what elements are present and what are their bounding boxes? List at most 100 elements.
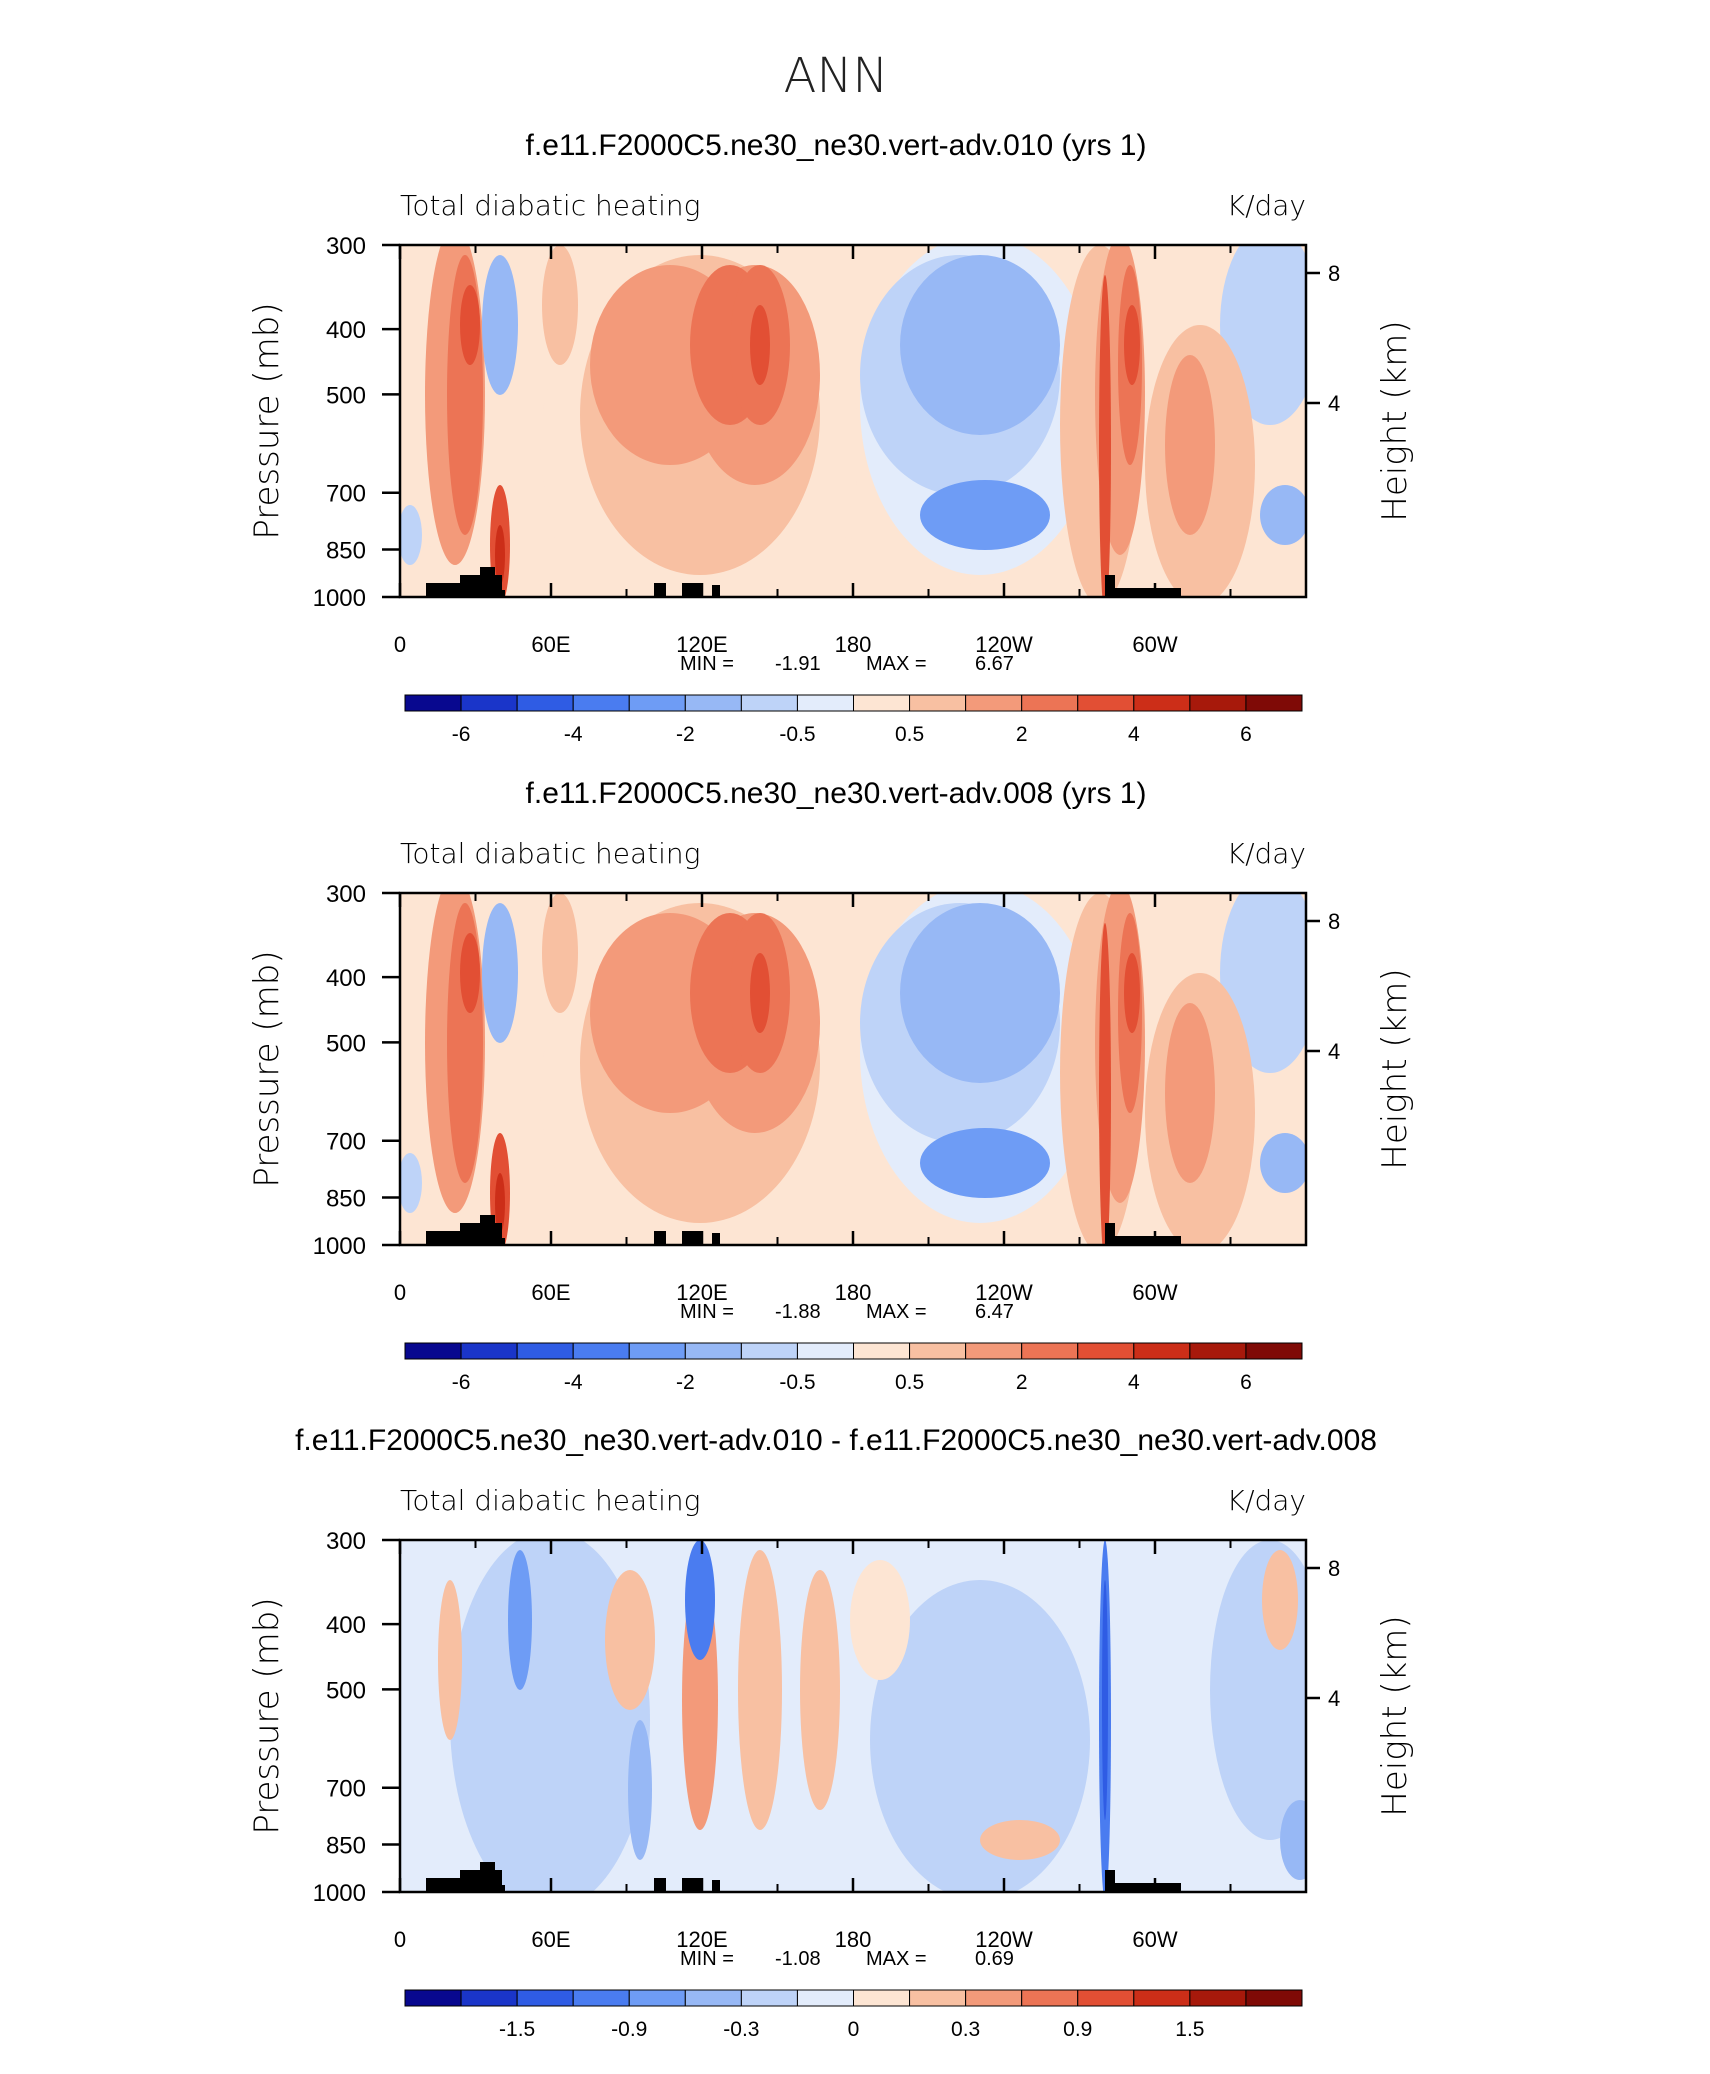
y-tick-label: 700 (326, 481, 366, 508)
max-value: 0.69 (975, 1948, 1014, 1970)
contour-region (980, 1820, 1060, 1860)
colorbar-label: 0.5 (895, 723, 924, 746)
topography-mask (682, 583, 702, 597)
colorbar-swatch (796, 694, 854, 712)
colorbar-swatch (1133, 1989, 1191, 2007)
colorbar-label: 0.5 (895, 1371, 924, 1394)
colorbar-swatch (684, 694, 742, 712)
colorbar-swatch (1021, 1342, 1079, 1360)
contour-region (738, 1550, 782, 1830)
colorbar-label: 6 (1240, 1371, 1252, 1394)
x-tick-label: 180 (835, 1927, 872, 1952)
contour-region (1099, 275, 1111, 597)
min-label: MIN = (680, 1301, 734, 1323)
page-title: ANN (784, 48, 889, 104)
colorbar-swatch (516, 1342, 574, 1360)
colorbar-swatch (796, 1342, 854, 1360)
contour-region (508, 1550, 532, 1690)
colorbar-label: 2 (1016, 1371, 1028, 1394)
colorbar-swatch (1077, 1342, 1135, 1360)
y-axis-label: Pressure (mb) (247, 1597, 287, 1834)
colorbar-swatch (1189, 1342, 1247, 1360)
topography-mask (654, 1878, 666, 1892)
colorbar-swatch (460, 694, 518, 712)
topography-mask (495, 1238, 505, 1245)
colorbar-swatch (965, 694, 1023, 712)
y-right-axis-label: Height (km) (1375, 1615, 1415, 1816)
x-tick-label: 120W (975, 632, 1033, 657)
colorbar-swatch (1245, 1342, 1303, 1360)
y-tick-label: 400 (326, 1612, 366, 1639)
y-tick-label: 850 (326, 1832, 366, 1859)
topography-mask (1105, 575, 1115, 597)
panel-title: f.e11.F2000C5.ne30_ne30.vert-adv.010 (yr… (526, 129, 1147, 162)
contour-region (628, 1720, 652, 1860)
y-tick-label: 850 (326, 1185, 366, 1212)
contour-field (400, 1540, 1306, 1892)
y-tick-label: 300 (326, 1528, 366, 1555)
colorbar-swatch (404, 1989, 462, 2007)
contour-region (920, 480, 1050, 550)
colorbar-swatch (853, 1342, 911, 1360)
colorbar-label: 6 (1240, 723, 1252, 746)
chart-panel-2: f.e11.F2000C5.ne30_ne30.vert-adv.008 (yr… (247, 777, 1415, 1394)
panel-title: f.e11.F2000C5.ne30_ne30.vert-adv.008 (yr… (526, 777, 1147, 810)
contour-region (870, 1580, 1090, 1892)
x-tick-label: 120E (676, 1927, 727, 1952)
y-tick-label: 500 (326, 1030, 366, 1057)
topography-mask (1105, 1236, 1181, 1245)
colorbar-label: 1.5 (1175, 2018, 1204, 2041)
topography-mask (1105, 1223, 1115, 1245)
colorbar-swatch (909, 694, 967, 712)
min-value: -1.08 (775, 1948, 821, 1970)
topography-mask (1105, 1883, 1181, 1892)
y-right-tick-label: 8 (1328, 909, 1340, 934)
x-tick-label: 60W (1132, 1927, 1177, 1952)
colorbar-label: -0.9 (611, 2018, 647, 2041)
colorbar: -1.5 -0.9 -0.3 0 0.3 0.9 1.5 (404, 1989, 1303, 2041)
x-tick-label: 120E (676, 1280, 727, 1305)
topography-mask (654, 583, 666, 597)
topography-mask (495, 1885, 505, 1892)
colorbar: -6 -4 -2 -0.5 0.5 2 4 6 (404, 694, 1303, 746)
contour-field (400, 245, 1306, 597)
y-right-axis-label: Height (km) (1375, 968, 1415, 1169)
colorbar-swatch (628, 694, 686, 712)
x-tick-label: 60W (1132, 1280, 1177, 1305)
x-tick-label: 120E (676, 632, 727, 657)
colorbar-swatch (628, 1989, 686, 2007)
variable-label: Total diabatic heating (400, 837, 700, 870)
x-tick-label: 0 (394, 1927, 406, 1952)
topography-mask (460, 1223, 485, 1245)
topography-mask (1105, 1870, 1115, 1892)
contour-region (1260, 1133, 1306, 1193)
colorbar-label: -0.5 (779, 723, 815, 746)
max-label: MAX = (866, 653, 927, 675)
colorbar-label: -0.3 (723, 2018, 759, 2041)
contour-region (850, 1560, 910, 1680)
colorbar-swatch (1021, 1989, 1079, 2007)
colorbar: -6 -4 -2 -0.5 0.5 2 4 6 (404, 1342, 1303, 1394)
x-tick-label: 0 (394, 632, 406, 657)
max-value: 6.67 (975, 653, 1014, 675)
colorbar-label: 0.9 (1063, 2018, 1092, 2041)
colorbar-label: 4 (1128, 1371, 1140, 1394)
y-tick-label: 1000 (313, 1880, 366, 1907)
y-right-tick-label: 4 (1328, 391, 1340, 416)
x-tick-label: 120W (975, 1280, 1033, 1305)
topography-mask (682, 1231, 702, 1245)
contour-region (900, 903, 1060, 1083)
x-tick-label: 60E (531, 1280, 570, 1305)
y-tick-label: 700 (326, 1129, 366, 1156)
y-axis-label: Pressure (mb) (247, 302, 287, 539)
colorbar-swatch (1245, 694, 1303, 712)
colorbar-label: -4 (564, 1371, 583, 1394)
colorbar-swatch (909, 1989, 967, 2007)
min-value: -1.91 (775, 653, 821, 675)
contour-region (460, 933, 480, 1013)
colorbar-swatch (853, 1989, 911, 2007)
contour-region (1124, 953, 1140, 1033)
colorbar-swatch (965, 1989, 1023, 2007)
topography-mask (654, 1231, 666, 1245)
topography-mask (712, 1233, 720, 1245)
